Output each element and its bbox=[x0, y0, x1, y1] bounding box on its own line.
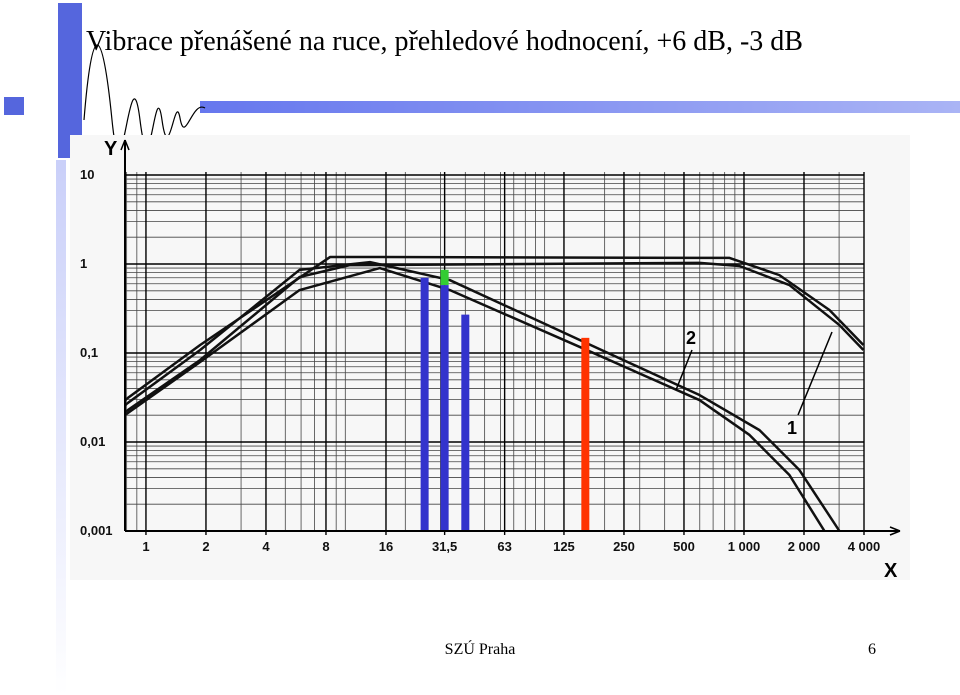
bar bbox=[420, 277, 429, 531]
y-tick-label: 1 bbox=[80, 256, 87, 271]
x-tick-label: 16 bbox=[379, 539, 393, 554]
x-tick-label: 31,5 bbox=[432, 539, 457, 554]
footer: SZÚ Praha bbox=[445, 639, 516, 658]
y-tick-label: 0,01 bbox=[80, 434, 105, 449]
y-axis-label: Y bbox=[104, 138, 118, 160]
curve bbox=[124, 261, 865, 414]
x-tick-label: 63 bbox=[497, 539, 511, 554]
y-tick-label: 10 bbox=[80, 167, 94, 182]
x-tick-label: 1 000 bbox=[728, 539, 761, 554]
deco-bar bbox=[58, 3, 82, 158]
x-arrow bbox=[889, 526, 901, 536]
x-tick-label: 8 bbox=[322, 539, 329, 554]
x-tick-label: 2 bbox=[202, 539, 209, 554]
marks bbox=[124, 255, 865, 532]
x-axis-label: X bbox=[884, 560, 898, 582]
x-tick-label: 500 bbox=[673, 539, 695, 554]
annotation: 1 bbox=[787, 418, 797, 438]
bar bbox=[440, 285, 449, 531]
y-arrow bbox=[120, 139, 130, 151]
deco-bar bbox=[200, 101, 960, 113]
x-tick-label: 1 bbox=[142, 539, 149, 554]
x-tick-label: 4 000 bbox=[848, 539, 881, 554]
bar bbox=[440, 269, 449, 286]
curve bbox=[124, 260, 841, 532]
x-tick-label: 125 bbox=[553, 539, 575, 554]
slide-title: Vibrace přenášené na ruce, přehledové ho… bbox=[86, 26, 803, 57]
bar bbox=[581, 337, 590, 531]
y-tick-label: 0,001 bbox=[80, 523, 113, 538]
bar bbox=[461, 314, 470, 531]
annotation-arrow bbox=[675, 349, 693, 391]
x-tick-label: 250 bbox=[613, 539, 635, 554]
annotation: 2 bbox=[686, 328, 696, 348]
x-tick-label: 4 bbox=[262, 539, 270, 554]
annotation-arrow bbox=[797, 331, 833, 416]
page-number: 6 bbox=[868, 641, 876, 658]
y-tick-label: 0,1 bbox=[80, 345, 98, 360]
deco-bar bbox=[56, 160, 66, 695]
deco-square bbox=[4, 97, 24, 115]
x-tick-label: 2 000 bbox=[788, 539, 821, 554]
curve bbox=[124, 266, 826, 532]
plot-background bbox=[70, 135, 910, 580]
